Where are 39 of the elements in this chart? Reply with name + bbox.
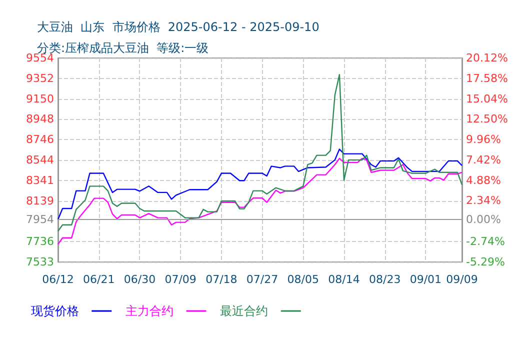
x-tick-label: 09/01: [410, 273, 442, 286]
x-tick-label: 07/09: [164, 273, 196, 286]
legend-label: 最近合约: [220, 304, 276, 318]
y2-tick-label: 20.12%: [466, 52, 508, 64]
x-tick-label: 08/14: [328, 273, 360, 286]
x-tick-label: 07/27: [246, 273, 278, 286]
x-tick-label: 08/23: [368, 273, 401, 286]
y2-tick-label: 9.96%: [466, 133, 501, 146]
y2-tick-label: 0.00%: [466, 213, 501, 226]
x-tick-label: 08/05: [287, 273, 319, 286]
y-tick-label: 7954: [26, 213, 54, 226]
x-tick-label: 06/30: [124, 273, 156, 286]
line-series: [57, 74, 463, 232]
y2-tick-label: 2.34%: [466, 194, 501, 208]
y-tick-label: 8139: [26, 194, 54, 208]
y-tick-label: 8948: [26, 112, 54, 126]
y2-tick-label: -2.74%: [466, 235, 505, 248]
legend-label: 主力合约: [126, 304, 182, 318]
y2-tick-label: 17.58%: [466, 72, 508, 85]
y-tick-label: 8746: [26, 133, 54, 146]
y2-tick-label: 7.42%: [466, 153, 501, 166]
y-tick-label: 8341: [26, 174, 54, 187]
x-tick-label: 09/09: [446, 273, 478, 286]
y-tick-label: 9352: [26, 72, 54, 85]
y2-tick-label: 4.88%: [466, 174, 501, 187]
y2-tick-label: 12.50%: [466, 112, 508, 126]
x-tick-label: 07/18: [206, 273, 238, 286]
y-tick-label: 8544: [26, 153, 54, 166]
y-tick-label: 9150: [26, 92, 54, 106]
x-tick-label: 06/21: [83, 273, 115, 286]
y-tick-label: 7736: [26, 235, 54, 248]
line-series: [57, 158, 463, 245]
legend-label: 现货价格: [30, 304, 87, 318]
y2-tick-label: -5.29%: [466, 256, 505, 268]
y-tick-label: 7533: [26, 256, 54, 268]
x-tick-label: 06/12: [42, 273, 74, 286]
y2-tick-label: 15.04%: [466, 92, 508, 106]
line-series: [57, 148, 463, 220]
chart-title: 大豆油 山东 市场价格 2025-06-12 - 2025-09-10: [37, 20, 320, 34]
